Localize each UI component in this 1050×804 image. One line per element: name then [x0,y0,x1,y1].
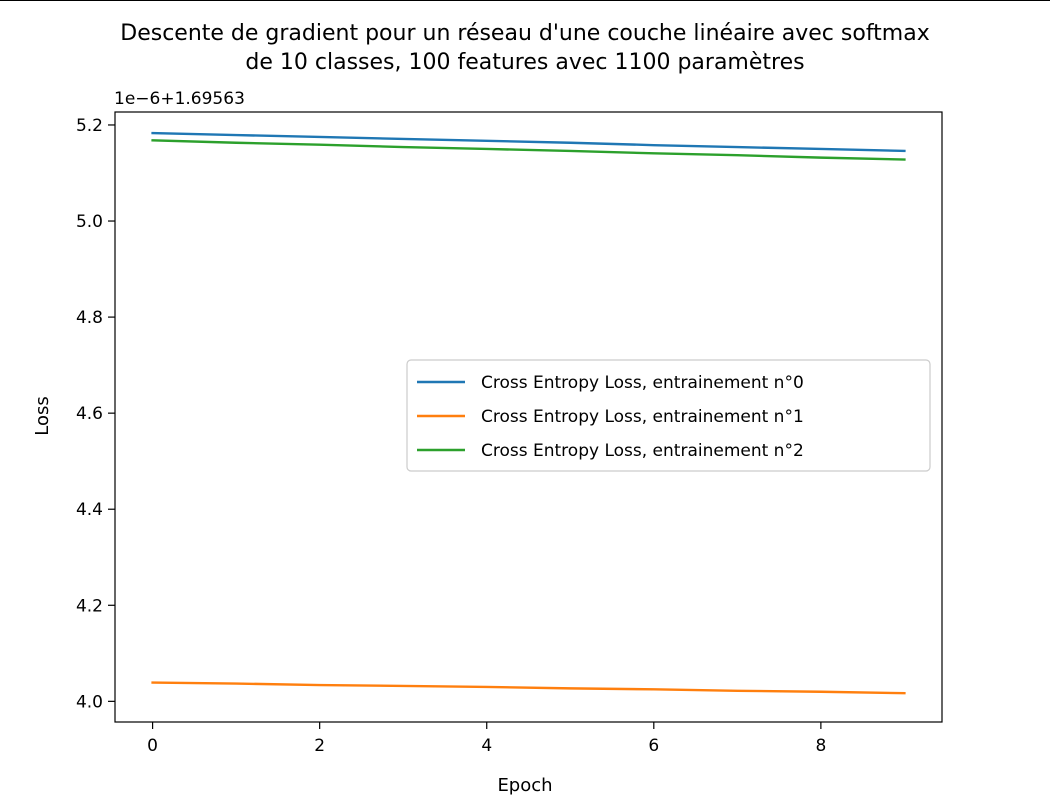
series-line-0 [151,131,906,153]
legend-label: Cross Entropy Loss, entrainement n°0 [481,373,804,393]
x-tick-label: 6 [648,736,659,756]
axes-frame [114,111,943,723]
legend-box [406,359,931,472]
x-axis-label: Epoch [497,775,552,796]
x-tick-label: 0 [147,736,158,756]
y-tick-label: 5.2 [76,116,103,136]
x-tick-label: 2 [314,736,325,756]
x-tick-label: 4 [481,736,492,756]
chart-title-line-2: de 10 classes, 100 features avec 1100 pa… [245,50,804,75]
y-tick-label: 4.4 [76,500,103,520]
y-tick-label: 4.2 [76,596,103,616]
y-tick-label: 4.8 [76,308,103,328]
y-offset-label: 1e−6+1.69563 [114,89,245,109]
y-tick-label: 5.0 [76,212,103,232]
legend-label: Cross Entropy Loss, entrainement n°2 [481,441,804,461]
series-line-1 [151,681,906,695]
plot-area: 0 2 4 6 8 4.0 4.2 4.4 4.6 4.8 5.0 5.2 Cross Entropy … [76,111,943,756]
y-axis-label: Loss [32,396,53,435]
chart-title-line-1: Descente de gradient pour un réseau d'un… [120,21,929,46]
y-tick-label: 4.6 [76,404,103,424]
legend-label: Cross Entropy Loss, entrainement n°1 [481,407,804,427]
y-tick-label: 4.0 [76,692,103,712]
x-tick-label: 8 [815,736,826,756]
series-line-2 [151,139,906,161]
